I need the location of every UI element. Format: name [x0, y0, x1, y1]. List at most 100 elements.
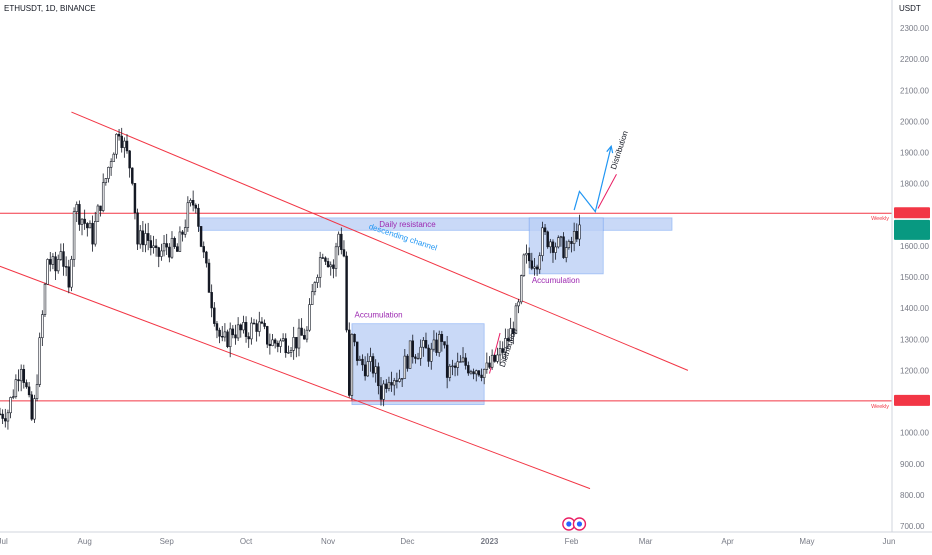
candle-body [234, 334, 237, 339]
candle-body [194, 204, 198, 209]
candle-body [115, 133, 118, 155]
candle-body [480, 374, 483, 378]
candle-body [27, 386, 31, 396]
y-tick-label: 900.00 [900, 460, 925, 469]
zones-layer [198, 217, 673, 406]
candle-body [120, 135, 123, 148]
candle-body [564, 247, 568, 258]
weekly-support-badge-bg [894, 394, 930, 406]
candle-body [107, 166, 110, 179]
candle-body [459, 361, 462, 363]
candle-body [353, 333, 356, 343]
candle-body [221, 336, 224, 338]
candle-body [236, 324, 240, 339]
candle-body [268, 343, 272, 346]
candle-body [131, 167, 134, 184]
candle-body [485, 362, 489, 370]
candle-body [91, 222, 94, 245]
candle-body [22, 369, 26, 383]
x-tick-label: Jul [0, 537, 8, 546]
candle-body [387, 382, 391, 389]
candle-body [226, 331, 229, 348]
x-tick-label: Feb [565, 537, 579, 546]
candle-body [308, 304, 311, 331]
candle-body [292, 337, 295, 351]
candle-body [562, 236, 565, 258]
candle-body [408, 340, 412, 369]
candle-body [255, 323, 258, 332]
candle-body [377, 366, 380, 387]
candle-body [12, 396, 15, 398]
candle-body [279, 340, 282, 347]
candle-body [99, 205, 102, 211]
candle-body [33, 398, 36, 420]
candle-body [305, 329, 309, 340]
candle-body [509, 328, 512, 342]
candle-body [517, 301, 520, 307]
candle-body [411, 340, 414, 358]
candle-body [406, 355, 409, 369]
candle-body [244, 322, 248, 337]
y-tick-label: 1400.00 [900, 304, 929, 313]
candle-body [527, 252, 531, 262]
candle-body [62, 251, 65, 267]
candle-body [482, 369, 486, 378]
candle-body [67, 266, 71, 288]
y-tick-label: 1000.00 [900, 429, 929, 438]
candle-body [258, 321, 261, 332]
candle-body [263, 322, 266, 327]
candle-body [271, 339, 274, 346]
candle-body [427, 347, 430, 362]
candle-body [276, 342, 280, 347]
candle-body [83, 218, 86, 224]
candle-body [385, 383, 388, 389]
currency-label: USDT [899, 4, 921, 13]
candle-body [379, 385, 383, 400]
candle-body [416, 357, 420, 360]
candle-body [504, 338, 507, 353]
candle-body [546, 231, 549, 248]
candle-body [350, 333, 354, 396]
candle-body [533, 266, 536, 269]
candle-body [313, 282, 317, 293]
candle-body [168, 246, 171, 258]
candle-body [250, 322, 253, 340]
candle-body [451, 365, 454, 368]
candle-body [197, 207, 200, 227]
candle-body [136, 212, 139, 245]
candle-body [530, 260, 534, 269]
candle-body [101, 182, 105, 211]
candle-body [17, 379, 20, 382]
candle-body [178, 231, 182, 252]
candle-body [247, 336, 250, 340]
candle-body [6, 412, 10, 422]
candle-body [242, 322, 245, 331]
candle-body [538, 255, 541, 270]
projection-arrowhead [606, 144, 614, 154]
weekly-resistance-badge-bg [894, 207, 930, 219]
candle-body [559, 236, 563, 239]
candle-body [54, 256, 57, 272]
candle-body [88, 222, 92, 229]
candle-body [146, 233, 150, 241]
candle-body [252, 322, 256, 325]
candle-body [141, 230, 145, 246]
candle-body [297, 327, 301, 349]
candle-body [149, 240, 153, 249]
y-tick-label: 1200.00 [900, 366, 929, 375]
candle-body [86, 223, 89, 229]
candle-body [4, 418, 7, 422]
candle-body [342, 249, 346, 257]
candle-body [575, 231, 579, 240]
y-tick-label: 1500.00 [900, 273, 929, 282]
daily-resistance-label: Daily resistance [379, 220, 436, 229]
y-tick-label: 1800.00 [900, 180, 929, 189]
candle-body [469, 371, 473, 374]
event-flag-icon-core [576, 521, 583, 527]
candle-body [43, 283, 47, 315]
candle-body [456, 361, 459, 368]
candle-body [133, 183, 137, 214]
candle-body [493, 354, 496, 362]
